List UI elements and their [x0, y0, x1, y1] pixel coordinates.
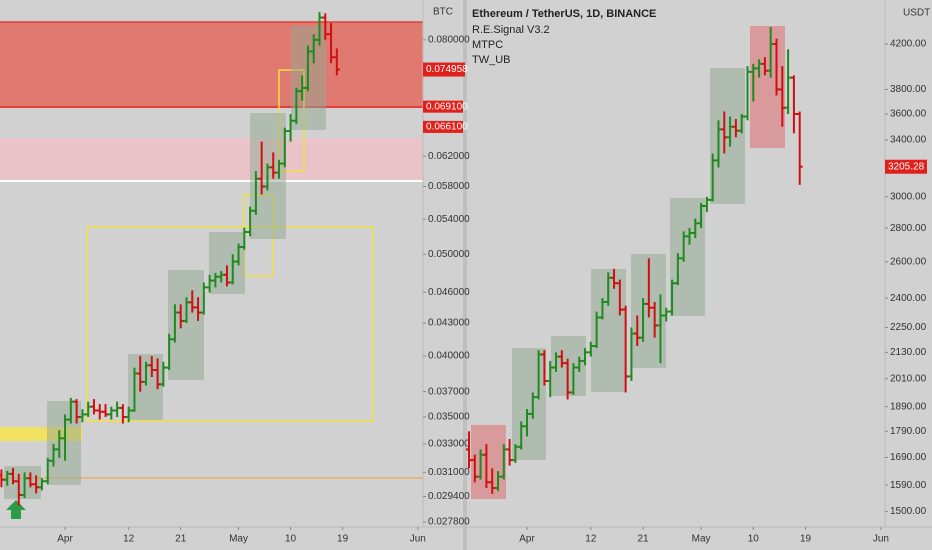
range-box [168, 270, 204, 380]
x-tick-label: 12 [123, 534, 135, 545]
y-tick-label: 4200.00 [890, 39, 927, 50]
y-tick-label: 0.031000 [428, 467, 470, 478]
y-tick-label: 0.029400 [428, 491, 470, 502]
y-tick-label: 2250.00 [890, 322, 927, 333]
price-tag-label: 0.069100 [426, 101, 468, 112]
y-tick-label: 3600.00 [890, 109, 927, 120]
y-tick-label: 2010.00 [890, 373, 927, 384]
y-tick-label: 0.054000 [428, 214, 470, 225]
price-tag [423, 120, 463, 133]
x-tick-label: May [229, 534, 248, 545]
y-tick-label: 1500.00 [890, 506, 927, 517]
y-tick-label: 2130.00 [890, 347, 927, 358]
red-box [750, 26, 785, 148]
x-tick-label: 19 [337, 534, 349, 545]
y-tick-label: 0.033000 [428, 438, 470, 449]
y-tick-label: 0.058000 [428, 181, 470, 192]
y-tick-label: 1590.00 [890, 480, 927, 491]
y-tick-label: 0.043000 [428, 318, 470, 329]
x-tick-label: Jun [410, 534, 426, 545]
range-box [4, 466, 41, 499]
range-box [512, 348, 546, 460]
y-tick-label: 1890.00 [890, 401, 927, 412]
y-tick-label: 3000.00 [890, 191, 927, 202]
last-price-tag [885, 159, 927, 174]
range-boxes [4, 26, 745, 499]
indicator: R.E.Signal V3.2 [472, 24, 550, 36]
y-tick-label: 0.062000 [428, 151, 470, 162]
chart-title: Ethereum / TetherUS, 1D, BINANCE [472, 8, 656, 20]
y-tick-label: 1790.00 [890, 426, 927, 437]
y-tick-label: 2600.00 [890, 256, 927, 267]
y-tick-label: 0.037000 [428, 386, 470, 397]
range-box [670, 198, 705, 316]
y-tick-label: 0.035000 [428, 412, 470, 423]
y-tick-label: 0.027800 [428, 517, 470, 528]
x-tick-label: 10 [748, 534, 760, 545]
x-tick-label: 21 [637, 534, 649, 545]
price-tag [423, 100, 463, 113]
currency: USDT [903, 8, 930, 19]
x-tick-label: 12 [585, 534, 597, 545]
y-tick-label: 2800.00 [890, 223, 927, 234]
last-price-label: 0.074958 [426, 64, 468, 75]
range-box [710, 68, 745, 204]
indicator: TW_UB [472, 54, 511, 66]
supply-zone [0, 22, 423, 107]
indicator: MTPC [472, 39, 503, 51]
y-tick-label: 0.050000 [428, 249, 470, 260]
last-price-label: 3205.28 [888, 161, 925, 172]
y-tick-label: 0.040000 [428, 351, 470, 362]
currency: BTC [433, 7, 453, 18]
y-tick-label: 3800.00 [890, 84, 927, 95]
x-tick-label: Apr [57, 534, 73, 545]
x-tick-label: Apr [519, 534, 535, 545]
x-tick-label: 19 [800, 534, 812, 545]
last-price-tag [423, 62, 465, 77]
y-tick-label: 0.046000 [428, 287, 470, 298]
y-tick-label: 1690.00 [890, 452, 927, 463]
x-tick-label: 21 [175, 534, 187, 545]
x-tick-label: May [692, 534, 711, 545]
pink-zone [0, 138, 423, 181]
red-box [471, 425, 506, 499]
y-tick-label: 3400.00 [890, 135, 927, 146]
price-tag-label: 0.066100 [426, 122, 468, 133]
range-box [47, 401, 81, 485]
buy-arrow [6, 500, 26, 519]
x-tick-label: 10 [285, 534, 297, 545]
divider [463, 0, 467, 550]
x-tick-label: Jun [873, 534, 889, 545]
yellow-box [86, 226, 374, 422]
y-tick-label: 0.080000 [428, 34, 470, 45]
y-tick-label: 2400.00 [890, 293, 927, 304]
